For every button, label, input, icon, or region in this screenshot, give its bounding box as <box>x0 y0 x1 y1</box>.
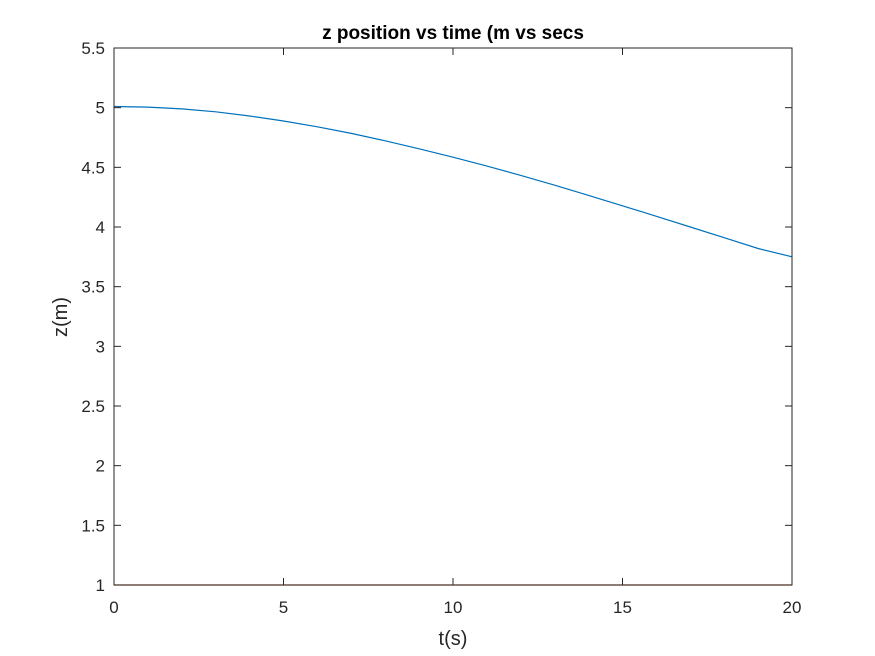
x-tick-label: 10 <box>444 598 463 617</box>
axes-box <box>113 47 793 586</box>
x-tick-label: 0 <box>109 598 118 617</box>
x-tick-label: 15 <box>613 598 632 617</box>
y-tick-label: 2.5 <box>81 397 105 416</box>
y-axis-label: z(m) <box>50 297 72 337</box>
y-tick-label: 4 <box>96 218 105 237</box>
x-tick-label: 5 <box>279 598 288 617</box>
y-tick-label: 4.5 <box>81 158 105 177</box>
y-tick-label: 3 <box>96 337 105 356</box>
y-tick-label: 1 <box>96 576 105 595</box>
y-tick-label: 1.5 <box>81 516 105 535</box>
plot-area <box>114 48 792 585</box>
y-tick-label: 5 <box>96 99 105 118</box>
x-tick-label: 20 <box>783 598 802 617</box>
ticks-layer: 0 5 10 15 20 1 1.5 2 2.5 3 3.5 4 4.5 5 5.5 <box>81 39 801 617</box>
series-line-1 <box>113 105 793 258</box>
y-tick-label: 5.5 <box>81 39 105 58</box>
y-tick-label: 3.5 <box>81 278 105 297</box>
y-tick-label: 2 <box>96 457 105 476</box>
x-axis-label: t(s) <box>439 628 468 650</box>
chart-title: z position vs time (m vs secs <box>322 23 584 44</box>
